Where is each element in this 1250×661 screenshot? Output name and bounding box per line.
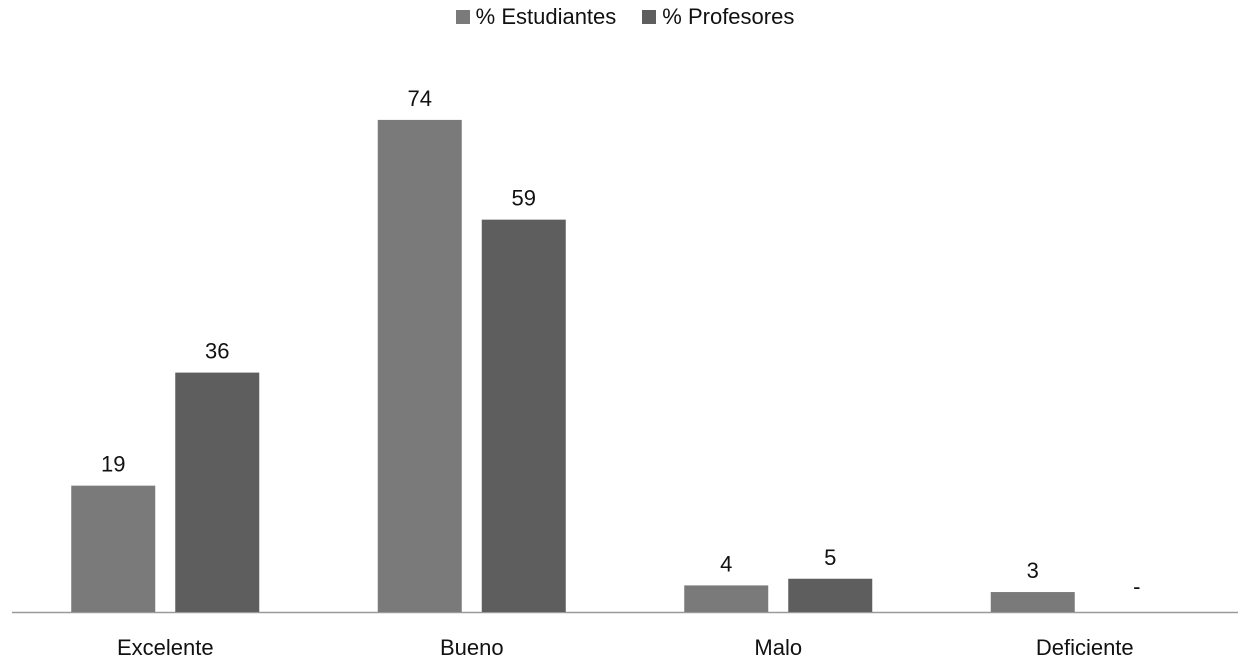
x-tick-label-excelente: Excelente [117,635,214,660]
legend-item-profesores: % Profesores [642,4,794,30]
x-tick-label-malo: Malo [754,635,802,660]
bar-profesores-bueno [481,219,566,612]
data-label-profesores-deficiente: - [1133,574,1140,599]
bar-estudiantes-deficiente [990,592,1075,612]
bar-estudiantes-malo [684,585,769,612]
legend-swatch-estudiantes [455,10,470,24]
bar-profesores-malo [788,578,873,612]
legend-label-estudiantes: % Estudiantes [475,4,617,29]
chart-legend: % Estudiantes % Profesores [0,4,1250,30]
data-label-profesores-malo: 5 [824,545,836,570]
bar-estudiantes-excelente [71,485,156,612]
legend-swatch-profesores [642,10,657,24]
bar-estudiantes-bueno [377,119,462,613]
legend-item-estudiantes: % Estudiantes [455,4,617,30]
data-label-estudiantes-excelente: 19 [101,452,125,477]
data-label-estudiantes-malo: 4 [720,551,732,576]
data-label-profesores-bueno: 59 [512,186,536,211]
data-label-estudiantes-deficiente: 3 [1027,558,1039,583]
x-tick-label-deficiente: Deficiente [1036,635,1134,660]
bar-profesores-excelente [175,372,260,612]
data-label-estudiantes-bueno: 74 [408,86,432,111]
x-tick-label-bueno: Bueno [440,635,504,660]
legend-label-profesores: % Profesores [662,4,795,29]
data-label-profesores-excelente: 36 [205,339,229,364]
